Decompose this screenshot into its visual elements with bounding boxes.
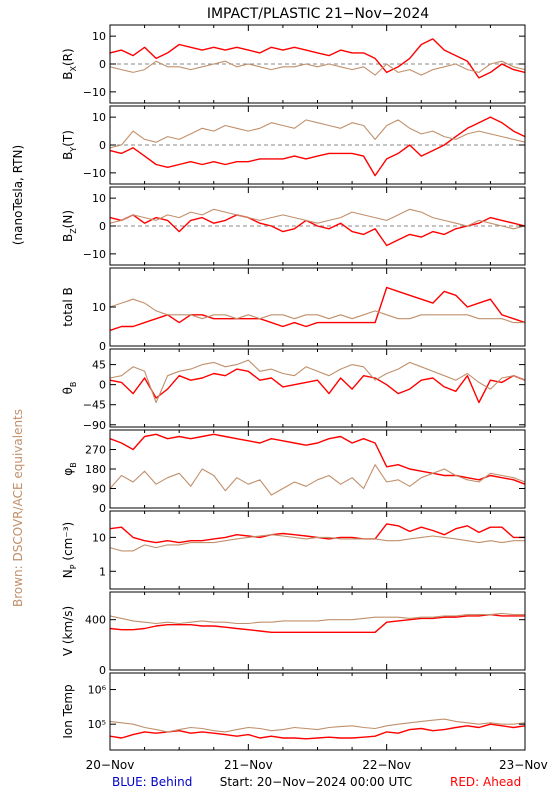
panel-v: 400 0 V (km/s): [61, 591, 526, 677]
panel-by: 10 0 −10 BY(T): [61, 105, 526, 185]
y-axis-label-bz: BZ(N): [61, 210, 78, 242]
y-axis-label-main: N: [61, 569, 75, 578]
series-ahead-by: [109, 116, 526, 177]
panel-btot: 10 0 total B: [61, 267, 526, 353]
series-dscovr-btot: [109, 298, 525, 324]
panel-frame: [109, 591, 526, 671]
y-tick-label: 90: [92, 483, 106, 496]
panel-theta: 45 0 −45 −90 θB: [61, 348, 526, 432]
y-tick-label: 10: [92, 111, 106, 124]
y-tick-label: 0: [99, 340, 106, 353]
y-axis-label-temp: Ion Temp: [61, 684, 75, 738]
series-dscovr-temp: [109, 718, 526, 733]
y-axis-label-tail: (T): [61, 130, 75, 147]
y-axis-label-main: total B: [61, 287, 75, 327]
y-tick-label: 270: [85, 444, 106, 457]
panel-bz: 10 0 −10 BZ(N): [61, 186, 526, 266]
y-tick-label: −45: [83, 399, 106, 412]
y-axis-label-main: Ion Temp: [61, 684, 75, 738]
panel-frame: [109, 429, 526, 509]
x-tick-label: 23−Nov: [499, 758, 548, 772]
x-tick-label: 21−Nov: [224, 758, 273, 772]
y-axis-label-v: V (km/s): [61, 606, 75, 656]
panel-bx: 10 0 −10 BX(R): [61, 24, 526, 104]
y-axis-label-tail: (cm⁻³): [61, 522, 75, 565]
y-tick-label: 1: [99, 565, 106, 578]
series-ahead-btot: [109, 286, 526, 332]
series-ahead-v: [109, 613, 525, 633]
footer-behind-label: BLUE: Behind: [112, 775, 192, 789]
y-axis-label-btot: total B: [61, 287, 75, 327]
footer-ahead-label: RED: Ahead: [450, 775, 521, 789]
y-tick-label: 0: [99, 139, 106, 152]
series-dscovr-phi: [109, 464, 526, 496]
series-dscovr-bz: [109, 208, 526, 230]
y-tick-label: 180: [85, 463, 106, 476]
series-ahead-bx: [109, 38, 526, 79]
series-ahead-theta: [109, 368, 526, 404]
x-tick-label: 22−Nov: [362, 758, 411, 772]
y-axis-label-by: BY(T): [61, 130, 78, 160]
series-ahead-temp: [109, 723, 526, 740]
y-tick-label: 400: [85, 614, 106, 627]
y-axis-label-main: B: [61, 234, 75, 242]
y-axis-label-main: V (km/s): [61, 606, 75, 656]
y-tick-label: −10: [83, 248, 106, 261]
panel-stack: 100−10BX(R)100−10BY(T)100−10BZ(N)100tota…: [61, 24, 526, 751]
y-tick-label: 10: [92, 301, 106, 314]
y-axis-label-tail: (R): [61, 48, 75, 66]
x-tick-label: 20−Nov: [86, 758, 135, 772]
y-axis-label-subscript: B: [69, 462, 78, 468]
y-tick-label: 10: [92, 30, 106, 43]
y-tick-label: 0: [99, 220, 106, 233]
x-axis-tick-labels: 20−Nov 21−Nov 22−Nov 23−Nov: [86, 758, 548, 772]
panel-frame: [109, 510, 526, 590]
series-dscovr-np: [109, 534, 525, 552]
y-axis-label-phi: φB: [61, 462, 78, 475]
y-tick-label: 10: [92, 192, 106, 205]
y-axis-label-main: B: [61, 71, 75, 79]
series-ahead-bz: [109, 214, 526, 247]
y-tick-label: 45: [92, 359, 106, 372]
y-tick-label: 0: [99, 502, 106, 515]
y-tick-label: −10: [83, 86, 106, 99]
y-axis-label-tail: (N): [61, 210, 75, 228]
y-tick-label: 0: [99, 58, 106, 71]
panel-temp: 10⁶ 10⁵ Ion Temp: [61, 672, 526, 751]
y-tick-label: 10: [92, 531, 106, 544]
panel-frame: [109, 267, 526, 347]
y-axis-label-subscript: Y: [69, 147, 78, 153]
y-tick-label: −90: [83, 419, 106, 432]
panel-frame: [109, 348, 526, 428]
y-tick-label: 10⁶: [88, 684, 107, 697]
y-axis-label-subscript: P: [69, 564, 78, 569]
series-ahead-phi: [109, 433, 526, 485]
panel-phi: 270 180 90 0 φB: [61, 429, 526, 515]
plot-title: IMPACT/PLASTIC 21−Nov−2024: [207, 6, 429, 22]
y-axis-label-subscript: B: [69, 382, 78, 388]
y-axis-label-main: φ: [61, 468, 75, 476]
y-axis-label-subscript: Z: [69, 228, 78, 234]
series-dscovr-v: [109, 612, 525, 625]
y-tick-label: 0: [99, 379, 106, 392]
y-tick-label: 10⁵: [88, 718, 106, 731]
y-tick-label: 0: [99, 664, 106, 677]
y-axis-label-main: B: [61, 152, 75, 160]
series-dscovr-bx: [109, 60, 526, 76]
y-axis-label-theta: θB: [61, 382, 78, 395]
footer-start-label: Start: 20−Nov−2024 00:00 UTC: [220, 775, 413, 789]
dscovr-note-label: Brown: DSCOVR/ACE equivalents: [11, 409, 25, 607]
series-dscovr-theta: [109, 359, 526, 404]
magnetic-units-label: (nanoTesla, RTN): [11, 145, 25, 245]
y-axis-label-bx: BX(R): [61, 48, 78, 79]
y-axis-label-subscript: X: [69, 65, 78, 71]
y-axis-label-np: NP (cm⁻³): [61, 522, 78, 578]
series-dscovr-by: [109, 119, 526, 149]
panel-np: 10 1 NP (cm⁻³): [61, 510, 526, 590]
y-axis-label-main: θ: [61, 387, 75, 394]
y-tick-label: −10: [83, 167, 106, 180]
